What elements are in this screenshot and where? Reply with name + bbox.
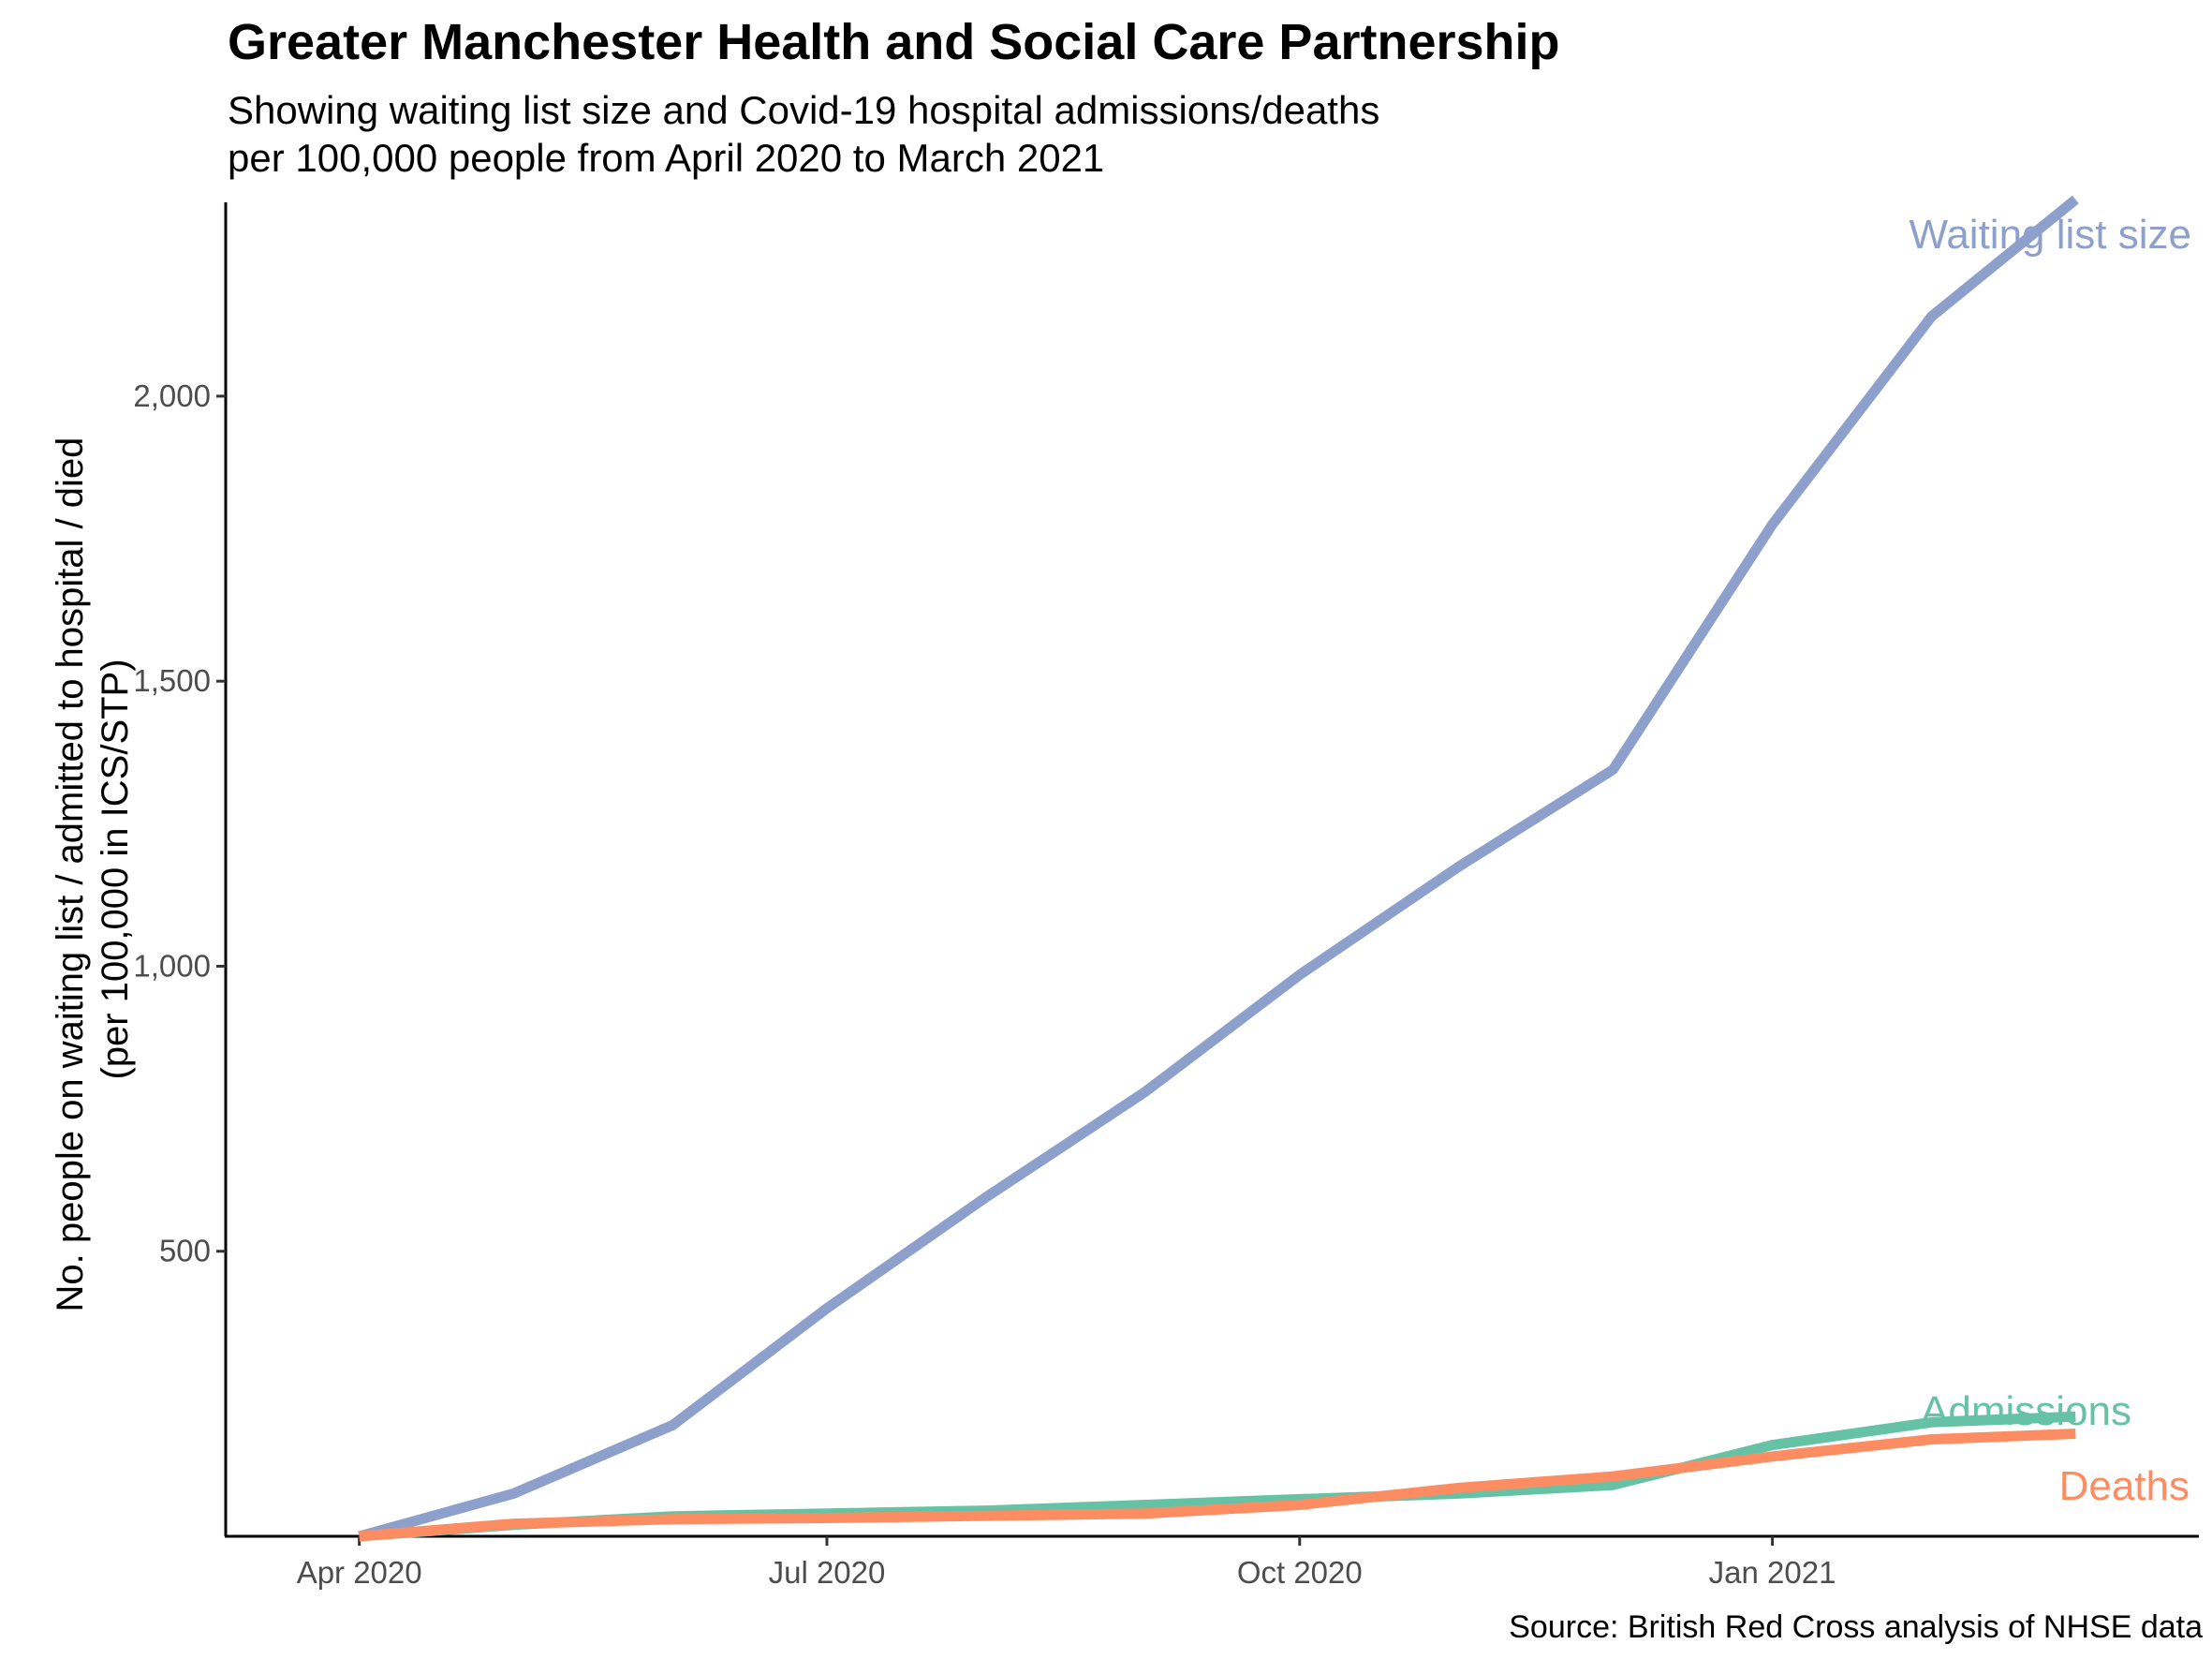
chart-title: Greater Manchester Health and Social Car… [228,14,1560,70]
x-tick-label: Jul 2020 [769,1555,886,1590]
series-lines [358,195,2079,1542]
y-ticks: 500 1,000 1,500 2,000 [133,378,226,1268]
chart-subtitle: Showing waiting list size and Covid-19 h… [228,86,1379,182]
x-tick-label: Apr 2020 [297,1555,422,1590]
x-tick-label: Oct 2020 [1237,1555,1363,1590]
x-ticks: Apr 2020 Jul 2020 Oct 2020 Jan 2021 [297,1536,1836,1590]
series-line-deaths [359,1429,2076,1542]
series-line-waiting-list-size [358,195,2079,1542]
series-label-waiting-list-size: Waiting list size [1909,212,2191,258]
y-axis-title: No. people on waiting list / admitted to… [50,426,136,1311]
subtitle-line-1: Showing waiting list size and Covid-19 h… [228,88,1380,132]
subtitle-line-2: per 100,000 people from April 2020 to Ma… [228,136,1105,180]
y-tick-label: 500 [159,1234,211,1268]
series-label-deaths: Deaths [2059,1463,2190,1509]
series-label-admissions: Admissions [1921,1388,2131,1434]
axes [224,202,2199,1538]
source-caption: Source: British Red Cross analysis of NH… [1509,1609,2203,1645]
y-tick-label: 1,500 [133,663,211,698]
y-axis-title-line-1: No. people on waiting list / admitted to… [50,437,91,1312]
y-tick-label: 1,000 [133,948,211,983]
y-tick-label: 2,000 [133,378,211,413]
y-axis-title-line-2: (per 100,000 in ICS/STP) [95,659,136,1079]
x-tick-label: Jan 2021 [1709,1555,1836,1590]
series-labels: Waiting list size Admissions Deaths [1909,212,2191,1509]
